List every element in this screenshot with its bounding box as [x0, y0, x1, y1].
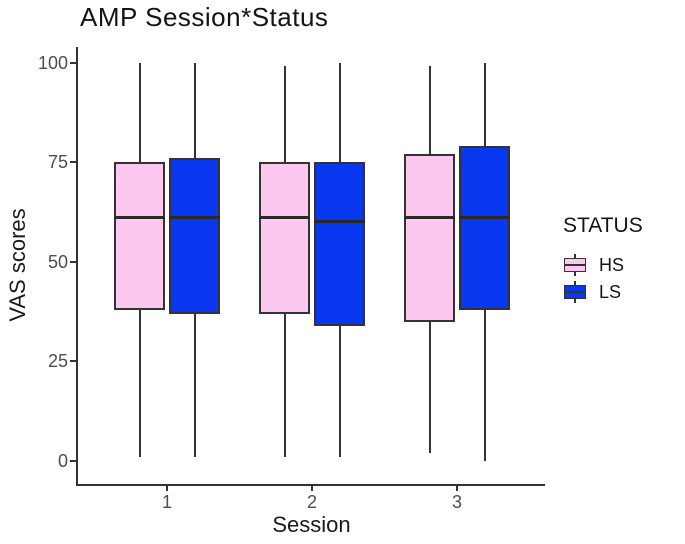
y-tick-label-25: 25: [47, 351, 68, 372]
x-tick-label-2: 2: [306, 492, 317, 512]
x-tick-mark-1: [166, 486, 168, 491]
y-tick-label-100: 100: [37, 52, 68, 73]
boxplot-ls-session-2-median: [314, 220, 365, 224]
y-tick-mark-0: [70, 460, 77, 462]
legend-label-hs: HS: [599, 254, 625, 275]
boxplot-ls-session-3-box: [459, 146, 510, 310]
y-tick-label-75: 75: [47, 152, 68, 173]
x-tick-label-3: 3: [451, 492, 462, 512]
y-tick-mark-75: [70, 161, 77, 164]
legend-entry-hs: HS: [563, 254, 643, 276]
boxplot-ls-session-2-box: [314, 162, 365, 326]
y-tick-mark-25: [70, 360, 77, 363]
y-tick-mark-50: [70, 260, 77, 263]
y-tick-mark-100: [70, 61, 77, 64]
chart-title: AMP Session*Status: [80, 2, 329, 32]
y-axis-line: [76, 47, 78, 486]
x-tick-mark-3: [456, 486, 458, 491]
x-axis-line: [76, 484, 545, 486]
boxplot-hs-session-1-median: [114, 216, 165, 220]
boxplot-hs-session-2-median: [259, 216, 310, 220]
legend: STATUS HS LS: [563, 214, 643, 308]
x-tick-mark-2: [311, 486, 313, 491]
boxplot-ls-session-1-median: [169, 216, 220, 220]
legend-key-boxplot-icon: [563, 254, 587, 276]
y-tick-label-50: 50: [47, 251, 68, 272]
x-tick-label-1: 1: [161, 492, 172, 512]
boxplot-ls-session-1-box: [169, 158, 220, 314]
legend-label-ls: LS: [599, 281, 622, 302]
y-tick-label-0: 0: [57, 451, 68, 471]
boxplot-hs-session-3-box: [404, 154, 455, 322]
boxplot-hs-session-1-box: [114, 162, 165, 310]
legend-key-boxplot-icon: [563, 281, 587, 303]
boxplot-ls-session-3-median: [459, 216, 510, 220]
legend-entry-ls: LS: [563, 281, 643, 303]
boxplot-hs-session-3-median: [404, 216, 455, 220]
legend-entries: HS LS: [563, 254, 643, 303]
boxplot-hs-session-2-box: [259, 162, 310, 314]
x-axis-label: Session: [272, 512, 351, 537]
legend-title: STATUS: [563, 214, 643, 237]
